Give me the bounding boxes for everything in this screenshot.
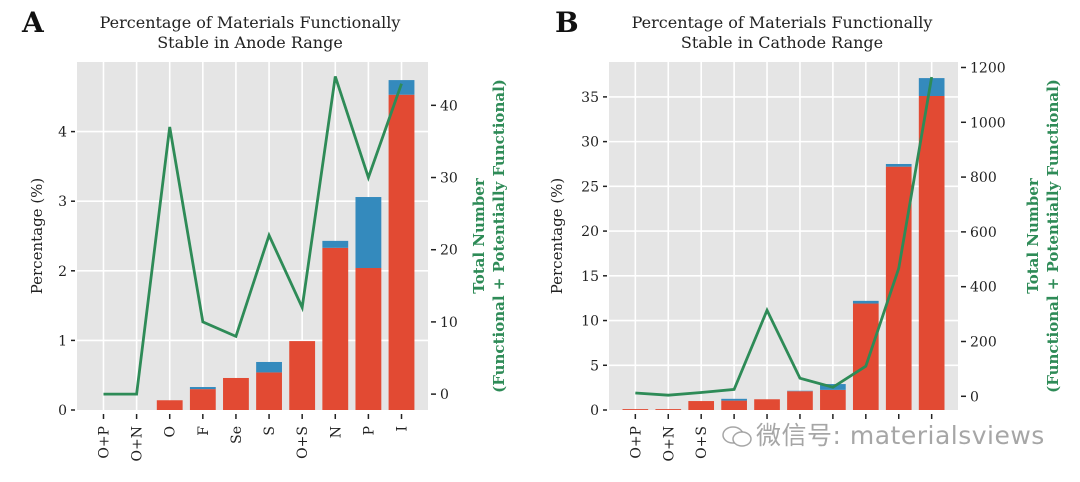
y-right-tick-label: 40 [440,98,458,114]
y-right-tick-label: 0 [970,389,979,405]
y-tick-label: 10 [581,314,599,330]
chart-title: Stable in Anode Range [157,33,343,52]
chart-title: Percentage of Materials Functionally [100,13,401,32]
bar-functional [223,377,249,410]
y-right-tick-label: 400 [970,280,997,296]
bar-functional [820,389,846,410]
y-tick-label: 2 [58,264,67,280]
bar-functional [655,409,682,410]
panel-letter: B [555,6,579,39]
chart-title: Stable in Cathode Range [681,33,883,52]
x-tick-label: O+N [661,426,677,461]
bar-potentially-functional [355,197,382,269]
y-right-tick-label: 10 [440,315,458,331]
y-tick-label: 30 [581,135,599,151]
y-right-axis-label-line1: Total Number [1024,177,1042,294]
y-axis-label: Percentage (%) [548,178,566,295]
bar-functional [322,247,349,410]
panel-letter: A [21,6,45,39]
bar-functional [852,303,879,410]
wechat-icon [722,426,752,447]
y-tick-label: 25 [581,179,599,195]
y-right-axis-label-line2: (Functional + Potentially Functional) [490,79,508,393]
y-tick-label: 1 [58,333,67,349]
bar-functional [355,268,382,410]
watermark: 微信号: materialsviews [722,416,1045,452]
y-right-tick-label: 0 [440,387,449,403]
line-total-number [635,76,934,397]
bar-functional [918,95,945,410]
bar-potentially-functional [885,163,912,167]
bar-functional [189,389,216,410]
bar-potentially-functional [256,361,282,373]
x-tick-label: S [262,426,278,436]
x-tick-label: O+P [628,426,644,459]
x-tick-label: N [328,426,344,438]
bar-functional [721,400,747,410]
bar-functional [289,341,316,410]
y-tick-label: 4 [58,125,67,141]
y-right-tick-label: 200 [970,334,997,350]
y-tick-label: 0 [58,403,67,419]
bar-functional [388,94,415,410]
bar-functional [688,401,715,410]
bar-functional [787,391,813,410]
y-tick-label: 15 [581,269,599,285]
y-right-tick-label: 800 [970,170,997,186]
y-tick-label: 3 [58,194,67,210]
x-tick-label: Se [229,426,245,444]
y-tick-label: 0 [590,403,599,419]
bar-functional [885,166,912,410]
bar-potentially-functional [852,300,879,304]
y-right-tick-label: 1000 [970,115,1006,131]
y-right-tick-label: 20 [440,243,458,259]
y-right-axis-label-line1: Total Number [470,177,488,294]
y-axis-label: Percentage (%) [28,178,46,295]
x-tick-label: O+N [130,426,146,461]
y-tick-label: 35 [581,90,599,106]
x-tick-label: F [196,426,212,436]
y-right-tick-label: 1200 [970,60,1006,76]
x-tick-label: O [163,426,179,437]
bar-functional [754,399,780,410]
bar-potentially-functional [721,398,747,401]
bar-functional [156,400,183,410]
x-tick-label: O+S [295,426,311,459]
y-right-tick-label: 30 [440,171,458,187]
bar-potentially-functional [322,240,349,248]
chart-panel-a: A Percentage of Materials FunctionallySta… [21,6,508,461]
bar-functional [622,409,649,410]
x-tick-label: O+P [96,426,112,459]
chart-panel-b: B Percentage of Materials FunctionallySta… [548,6,1062,461]
x-tick-label: P [361,426,377,435]
watermark-text: 微信号: materialsviews [756,421,1045,450]
bar-potentially-functional [189,387,216,390]
bar-functional [256,372,282,410]
x-tick-label: O+S [694,426,710,459]
bar-potentially-functional [918,78,945,96]
y-tick-label: 20 [581,224,599,240]
chart-title: Percentage of Materials Functionally [632,13,933,32]
line-total-number [103,76,403,396]
y-right-tick-label: 600 [970,225,997,241]
y-right-axis-label-line2: (Functional + Potentially Functional) [1044,79,1062,393]
x-tick-label: I [395,426,411,432]
y-tick-label: 5 [590,358,599,374]
